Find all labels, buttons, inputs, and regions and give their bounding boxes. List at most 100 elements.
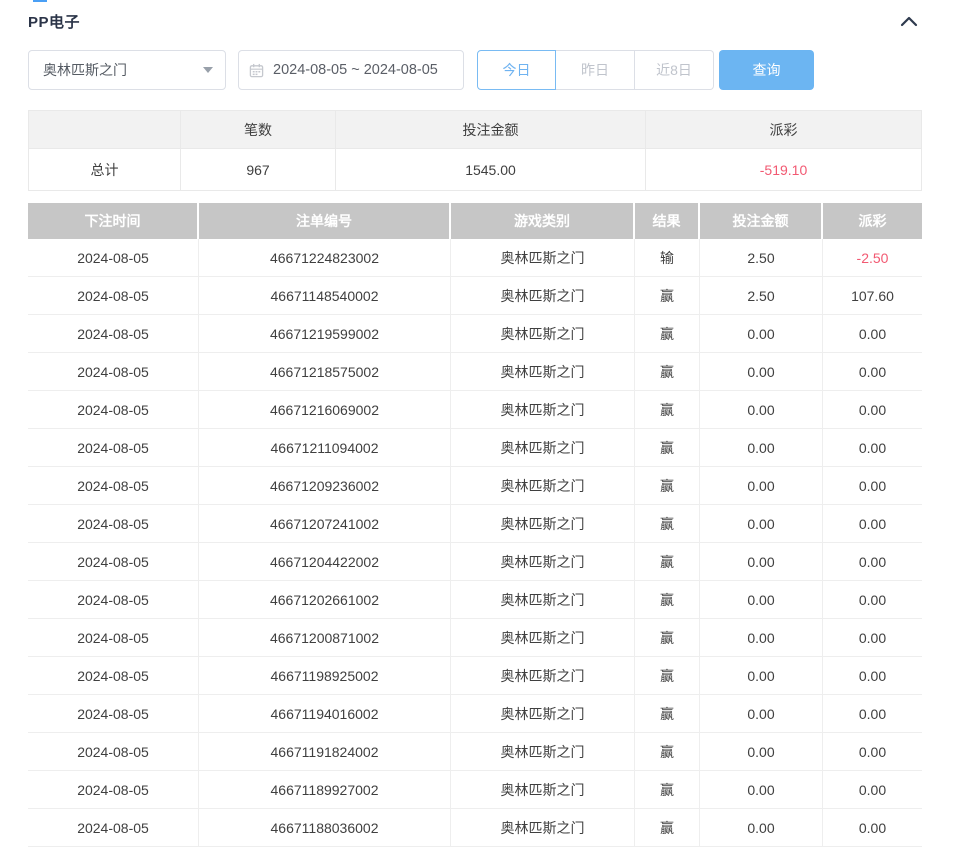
cell-bet-id: 46671219599002	[199, 315, 451, 352]
summary-total-count: 967	[181, 149, 336, 191]
column-header-bet-date: 下注时间	[28, 203, 199, 239]
summary-header-count: 笔数	[181, 111, 336, 149]
quick-filter-today[interactable]: 今日	[477, 50, 556, 90]
column-header-result: 结果	[635, 203, 700, 239]
cell-bet-amount: 0.00	[700, 467, 823, 504]
cell-bet-id: 46671207241002	[199, 505, 451, 542]
cell-result: 赢	[635, 467, 700, 504]
filter-controls: 奥林匹斯之门 2024-08-05 ~ 2024-08-05 今日 昨日 近8	[28, 50, 922, 90]
table-row: 2024-08-05 46671216069002 奥林匹斯之门赢 0.00 0.00	[28, 391, 922, 429]
cell-bet-date: 2024-08-05	[28, 391, 199, 428]
cell-result: 输	[635, 239, 700, 276]
cell-bet-amount: 0.00	[700, 505, 823, 542]
cell-bet-id: 46671211094002	[199, 429, 451, 466]
calendar-icon	[249, 63, 264, 78]
cell-result: 赢	[635, 733, 700, 770]
bet-table: 下注时间 注单编号 游戏类别 结果 投注金额 派彩 2024-08-05 4667…	[28, 203, 922, 847]
cell-result: 赢	[635, 277, 700, 314]
date-range-picker[interactable]: 2024-08-05 ~ 2024-08-05	[238, 50, 464, 90]
cell-payout: 107.60	[851, 287, 894, 304]
cell-bet-id: 46671188036002	[199, 809, 451, 846]
table-row: 2024-08-05 46671191824002 奥林匹斯之门赢 0.00 0.00	[28, 733, 922, 771]
cell-game-category: 奥林匹斯之门	[451, 771, 635, 808]
cell-payout: 0.00	[858, 553, 887, 570]
summary-header-payout: 派彩	[646, 111, 922, 149]
cell-bet-amount: 0.00	[700, 353, 823, 390]
cell-game-category: 奥林匹斯之门	[451, 619, 635, 656]
cell-payout: 0.00	[858, 401, 887, 418]
cell-result: 赢	[635, 657, 700, 694]
summary-header-bet-amount: 投注金额	[336, 111, 646, 149]
cell-game-category: 奥林匹斯之门	[451, 467, 635, 504]
summary-header-row: 笔数 投注金额 派彩	[29, 111, 922, 149]
cell-bet-amount: 0.00	[700, 809, 823, 846]
game-select[interactable]: 奥林匹斯之门	[28, 50, 226, 90]
summary-total-row: 总计 967 1545.00 -519.10	[29, 149, 922, 191]
cell-bet-amount: 0.00	[700, 733, 823, 770]
cell-bet-date: 2024-08-05	[28, 277, 199, 314]
cell-bet-amount: 0.00	[700, 429, 823, 466]
cell-result: 赢	[635, 391, 700, 428]
cell-payout: 0.00	[858, 515, 887, 532]
search-button[interactable]: 查询	[719, 50, 814, 90]
cell-bet-date: 2024-08-05	[28, 239, 199, 276]
panel-header: PP电子	[28, 0, 922, 32]
summary-total-payout: -519.10	[646, 149, 922, 191]
cell-bet-id: 46671202661002	[199, 581, 451, 618]
cell-game-category: 奥林匹斯之门	[451, 391, 635, 428]
cell-game-category: 奥林匹斯之门	[451, 543, 635, 580]
cell-game-category: 奥林匹斯之门	[451, 239, 635, 276]
quick-filter-group: 今日 昨日 近8日	[477, 50, 714, 90]
table-row: 2024-08-05 46671211094002 奥林匹斯之门赢 0.00 0.00	[28, 429, 922, 467]
cell-bet-id: 46671191824002	[199, 733, 451, 770]
cell-result: 赢	[635, 543, 700, 580]
cell-game-category: 奥林匹斯之门	[451, 695, 635, 732]
chevron-down-icon	[203, 67, 213, 73]
collapse-button[interactable]	[896, 14, 922, 29]
cell-bet-id: 46671216069002	[199, 391, 451, 428]
quick-filter-last-8-days[interactable]: 近8日	[635, 50, 714, 90]
chevron-up-icon	[900, 15, 918, 30]
cell-game-category: 奥林匹斯之门	[451, 809, 635, 846]
column-header-payout: 派彩	[823, 203, 922, 239]
summary-total-label: 总计	[29, 149, 181, 191]
date-range-value: 2024-08-05 ~ 2024-08-05	[273, 62, 438, 78]
cell-result: 赢	[635, 619, 700, 656]
cell-result: 赢	[635, 315, 700, 352]
table-row: 2024-08-05 46671202661002 奥林匹斯之门赢 0.00 0.00	[28, 581, 922, 619]
cell-payout: 0.00	[858, 477, 887, 494]
cell-bet-date: 2024-08-05	[28, 429, 199, 466]
cell-bet-id: 46671200871002	[199, 619, 451, 656]
quick-filter-yesterday[interactable]: 昨日	[556, 50, 635, 90]
cell-bet-id: 46671198925002	[199, 657, 451, 694]
cell-bet-date: 2024-08-05	[28, 315, 199, 352]
cell-bet-date: 2024-08-05	[28, 353, 199, 390]
cell-game-category: 奥林匹斯之门	[451, 315, 635, 352]
summary-header-empty	[29, 111, 181, 149]
page-title: PP电子	[28, 13, 81, 31]
cell-bet-date: 2024-08-05	[28, 543, 199, 580]
cell-bet-amount: 0.00	[700, 391, 823, 428]
column-header-bet-id: 注单编号	[199, 203, 451, 239]
cell-bet-amount: 0.00	[700, 657, 823, 694]
cell-bet-date: 2024-08-05	[28, 809, 199, 846]
column-header-bet-amount: 投注金额	[700, 203, 823, 239]
cell-bet-amount: 0.00	[700, 771, 823, 808]
cell-payout: 0.00	[858, 591, 887, 608]
cell-result: 赢	[635, 809, 700, 846]
cell-result: 赢	[635, 353, 700, 390]
cell-bet-amount: 0.00	[700, 581, 823, 618]
cell-result: 赢	[635, 429, 700, 466]
cell-bet-amount: 0.00	[700, 315, 823, 352]
cell-result: 赢	[635, 771, 700, 808]
cell-payout: 0.00	[858, 781, 887, 798]
table-row: 2024-08-05 46671194016002 奥林匹斯之门赢 0.00 0.00	[28, 695, 922, 733]
cell-bet-amount: 0.00	[700, 619, 823, 656]
game-select-value: 奥林匹斯之门	[43, 62, 127, 78]
cell-bet-amount: 0.00	[700, 695, 823, 732]
cell-result: 赢	[635, 581, 700, 618]
cell-bet-date: 2024-08-05	[28, 467, 199, 504]
table-row: 2024-08-05 46671198925002 奥林匹斯之门赢 0.00 0.00	[28, 657, 922, 695]
cell-game-category: 奥林匹斯之门	[451, 657, 635, 694]
